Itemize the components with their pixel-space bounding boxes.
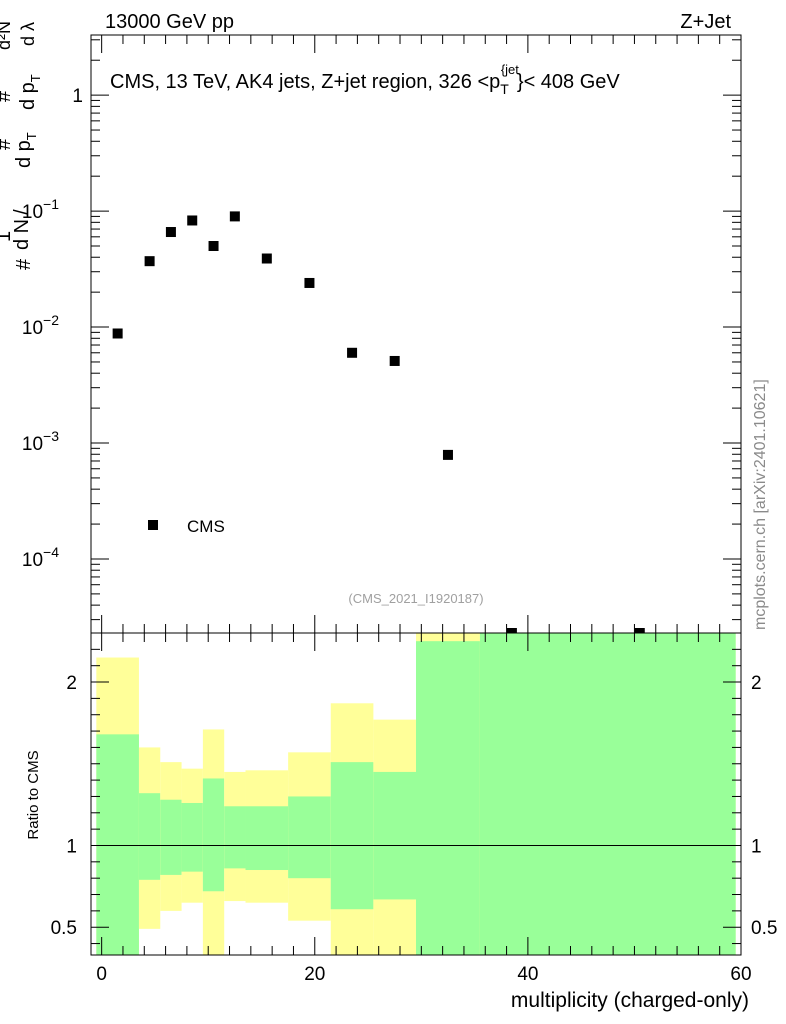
ratio-band-inner: [181, 802, 203, 872]
y-axis-ticks-top: [91, 39, 741, 621]
data-point: [347, 347, 358, 358]
ratio-band-inner: [373, 771, 416, 900]
ratio-panel-frame: [90, 632, 742, 956]
y-axis-ticks-bottom: 0.5 0.5 1 1 2 2: [51, 632, 777, 945]
ratio-band-inner: [138, 793, 161, 880]
y-tick-label-bottom-right: 0.5: [751, 918, 777, 939]
ratio-bands: [96, 633, 736, 955]
main-panel: 1 10−1 10−2 10−3 10−4 CMS, 13 TeV, AK4 jets,…: [0, 21, 742, 638]
watermark: (CMS_2021_I1920187): [348, 591, 483, 606]
header-left: 13000 GeV pp: [105, 11, 234, 33]
y-tick-label-top: 10−1: [22, 196, 59, 223]
svg-text:d pT: d pT: [17, 74, 43, 110]
y-axis-title-bottom: Ratio to CMS: [25, 750, 42, 839]
main-panel-frame: [90, 34, 742, 634]
y-tick-label-top: 10−2: [22, 312, 59, 339]
header-right: Z+Jet: [680, 11, 731, 33]
ratio-band-inner: [330, 762, 374, 910]
ratio-band-inner: [416, 641, 480, 955]
y-tick-label-bottom-right: 1: [751, 836, 762, 857]
svg-text:d²N: d²N: [0, 21, 14, 50]
data-point: [389, 355, 400, 366]
svg-text:#: #: [0, 138, 15, 150]
ratio-band-inner: [245, 806, 289, 871]
svg-text:1: 1: [0, 231, 15, 242]
data-points: [112, 211, 645, 638]
data-point: [165, 227, 176, 238]
y-tick-label-bottom-right: 2: [751, 673, 762, 694]
ratio-band-inner: [224, 806, 246, 869]
y-axis-title-top: # d N/ 1 d pT # d pT # d²N d λ: [0, 21, 43, 270]
svg-text:#: #: [0, 90, 15, 102]
data-point: [229, 211, 240, 222]
y-tick-label-bottom: 0.5: [51, 918, 77, 939]
data-point: [442, 449, 453, 460]
data-point: [208, 241, 219, 252]
data-point: [304, 277, 315, 288]
svg-text:#: #: [13, 258, 35, 270]
ratio-band-inner: [479, 633, 736, 955]
y-tick-label-bottom: 1: [66, 836, 77, 857]
y-tick-label-top: 1: [72, 86, 83, 107]
ratio-band-inner: [288, 796, 331, 879]
svg-text:d N/: d N/: [11, 209, 33, 250]
ratio-band-inner: [96, 734, 139, 955]
x-tick-label: 60: [730, 964, 751, 985]
x-tick-label: 20: [304, 964, 325, 985]
y-tick-label-top: 10−3: [22, 428, 59, 455]
data-point: [112, 328, 123, 339]
legend-marker: [148, 520, 158, 530]
ratio-band-inner: [160, 799, 182, 875]
plot-title: CMS, 13 TeV, AK4 jets, Z+jet region, 326…: [110, 62, 620, 97]
svg-text:d pT: d pT: [13, 132, 39, 168]
y-tick-label-bottom: 2: [66, 673, 77, 694]
legend-label: CMS: [187, 517, 225, 536]
x-tick-label: 40: [517, 964, 538, 985]
data-point: [187, 215, 198, 226]
x-axis-title: multiplicity (charged-only): [511, 989, 749, 1012]
side-label: mcplots.cern.ch [arXiv:2401.10621]: [752, 379, 769, 630]
ratio-panel: 0.5 0.5 1 1 2 2 0 20 40 60 Ratio to CMS multipli…: [25, 35, 777, 1012]
x-axis-ticks: 0 20 40 60: [96, 35, 752, 985]
data-point: [144, 256, 155, 267]
data-point: [261, 253, 272, 264]
ratio-band-inner: [202, 778, 225, 892]
y-axis-labels-top: 1 10−1 10−2 10−3 10−4: [22, 86, 83, 571]
svg-text:d λ: d λ: [18, 22, 38, 46]
y-tick-label-top: 10−4: [22, 544, 59, 571]
x-tick-label: 0: [96, 964, 107, 985]
